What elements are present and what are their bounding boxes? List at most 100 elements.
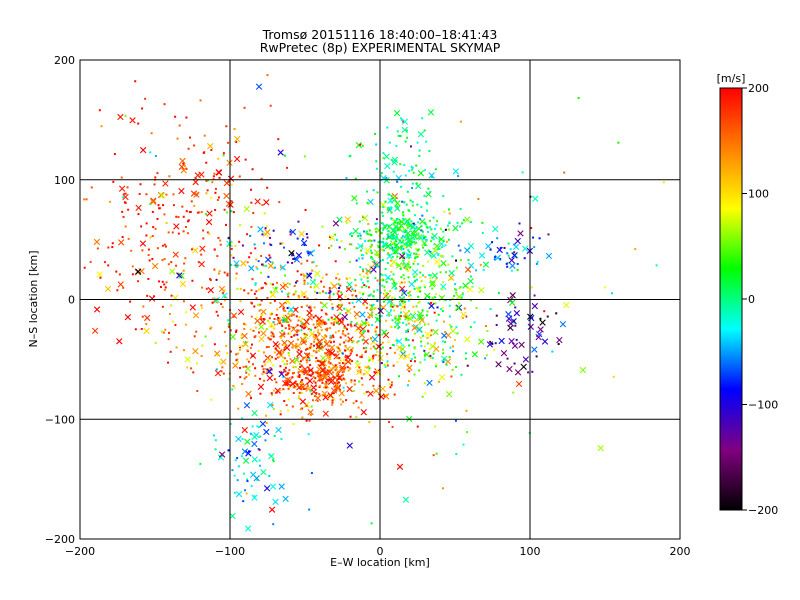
scatter-dot: [308, 419, 311, 422]
scatter-dot: [403, 281, 406, 284]
scatter-dot: [521, 171, 524, 174]
scatter-dot: [406, 136, 409, 139]
scatter-cross: [331, 283, 338, 290]
scatter-dot: [302, 341, 305, 344]
scatter-dot: [415, 241, 418, 244]
scatter-dot: [330, 379, 333, 382]
scatter-cross: [417, 310, 424, 318]
scatter-dot: [424, 276, 427, 279]
scatter-dot: [434, 293, 437, 296]
scatter-cross: [139, 146, 147, 154]
scatter-cross: [205, 218, 213, 226]
scatter-dot: [403, 277, 406, 280]
scatter-dot: [360, 356, 363, 359]
scatter-dot: [186, 232, 189, 235]
scatter-dot: [338, 381, 341, 384]
scatter-dot: [339, 398, 342, 401]
scatter-dot: [612, 375, 615, 378]
scatter-dot: [355, 294, 358, 297]
scatter-dot: [351, 347, 354, 350]
scatter-dot: [233, 386, 236, 389]
scatter-cross: [254, 317, 261, 325]
scatter-dot: [267, 319, 270, 322]
scatter-dot: [341, 362, 344, 365]
scatter-dot: [381, 346, 384, 349]
scatter-cross: [507, 320, 514, 327]
scatter-dot: [426, 336, 429, 339]
scatter-cross: [277, 352, 285, 359]
scatter-cross: [257, 226, 264, 233]
scatter-dot: [263, 212, 266, 215]
scatter-dot: [365, 285, 368, 288]
scatter-dot: [323, 375, 326, 378]
scatter-dot: [360, 377, 363, 380]
scatter-dot: [235, 277, 238, 280]
scatter-dot: [303, 274, 306, 277]
scatter-dot: [407, 328, 410, 331]
scatter-cross: [333, 353, 340, 360]
scatter-dot: [310, 314, 313, 317]
scatter-dot: [225, 125, 228, 128]
scatter-dot: [391, 299, 394, 302]
scatter-dot: [136, 280, 139, 283]
scatter-dot: [421, 395, 424, 398]
scatter-dot: [300, 273, 303, 276]
scatter-cross: [241, 332, 248, 340]
scatter-dot: [431, 301, 434, 304]
scatter-dot: [300, 364, 303, 367]
scatter-cross: [399, 253, 406, 260]
scatter-dot: [401, 200, 404, 203]
scatter-cross: [404, 353, 411, 360]
scatter-dot: [319, 374, 322, 377]
y-tick-label: −200: [45, 533, 75, 546]
scatter-dot: [420, 340, 423, 343]
scatter-dot: [311, 261, 314, 264]
scatter-dot: [384, 365, 387, 368]
scatter-dot: [413, 287, 416, 290]
scatter-dot: [310, 346, 313, 349]
scatter-dot: [444, 330, 447, 333]
scatter-dot: [430, 329, 433, 332]
scatter-dot: [187, 147, 190, 150]
scatter-dot: [294, 292, 297, 295]
scatter-dot: [372, 303, 375, 306]
scatter-dot: [118, 273, 121, 276]
scatter-dot: [372, 345, 375, 348]
scatter-dot: [273, 323, 276, 326]
scatter-dot: [346, 366, 349, 369]
scatter-cross: [122, 193, 129, 201]
scatter-dot: [261, 314, 264, 317]
scatter-dot: [184, 225, 187, 228]
scatter-dot: [423, 358, 426, 361]
scatter-dot: [319, 301, 322, 304]
scatter-cross: [556, 336, 563, 344]
scatter-dot: [457, 175, 460, 178]
scatter-cross: [518, 341, 525, 348]
scatter-dot: [411, 339, 414, 342]
scatter-dot: [407, 209, 410, 212]
scatter-dot: [410, 238, 413, 241]
scatter-dot: [196, 390, 199, 393]
scatter-dot: [442, 281, 445, 284]
scatter-dot: [352, 402, 355, 405]
scatter-dot: [344, 295, 347, 298]
scatter-dot: [331, 403, 334, 406]
scatter-dot: [213, 434, 216, 437]
scatter-cross: [377, 307, 384, 315]
scatter-dot: [177, 232, 180, 235]
scatter-dot: [316, 291, 319, 294]
scatter-dot: [402, 296, 405, 299]
scatter-dot: [407, 260, 410, 263]
y-tick-label: 200: [54, 54, 75, 67]
scatter-dot: [233, 128, 236, 131]
scatter-dot: [418, 149, 421, 152]
scatter-dot: [250, 289, 253, 292]
scatter-dot: [447, 263, 450, 266]
scatter-dot: [354, 330, 357, 333]
scatter-dot: [336, 305, 339, 308]
scatter-dot: [433, 243, 436, 246]
scatter-dot: [481, 231, 484, 234]
scatter-dot: [429, 250, 432, 253]
scatter-dot: [310, 342, 313, 345]
